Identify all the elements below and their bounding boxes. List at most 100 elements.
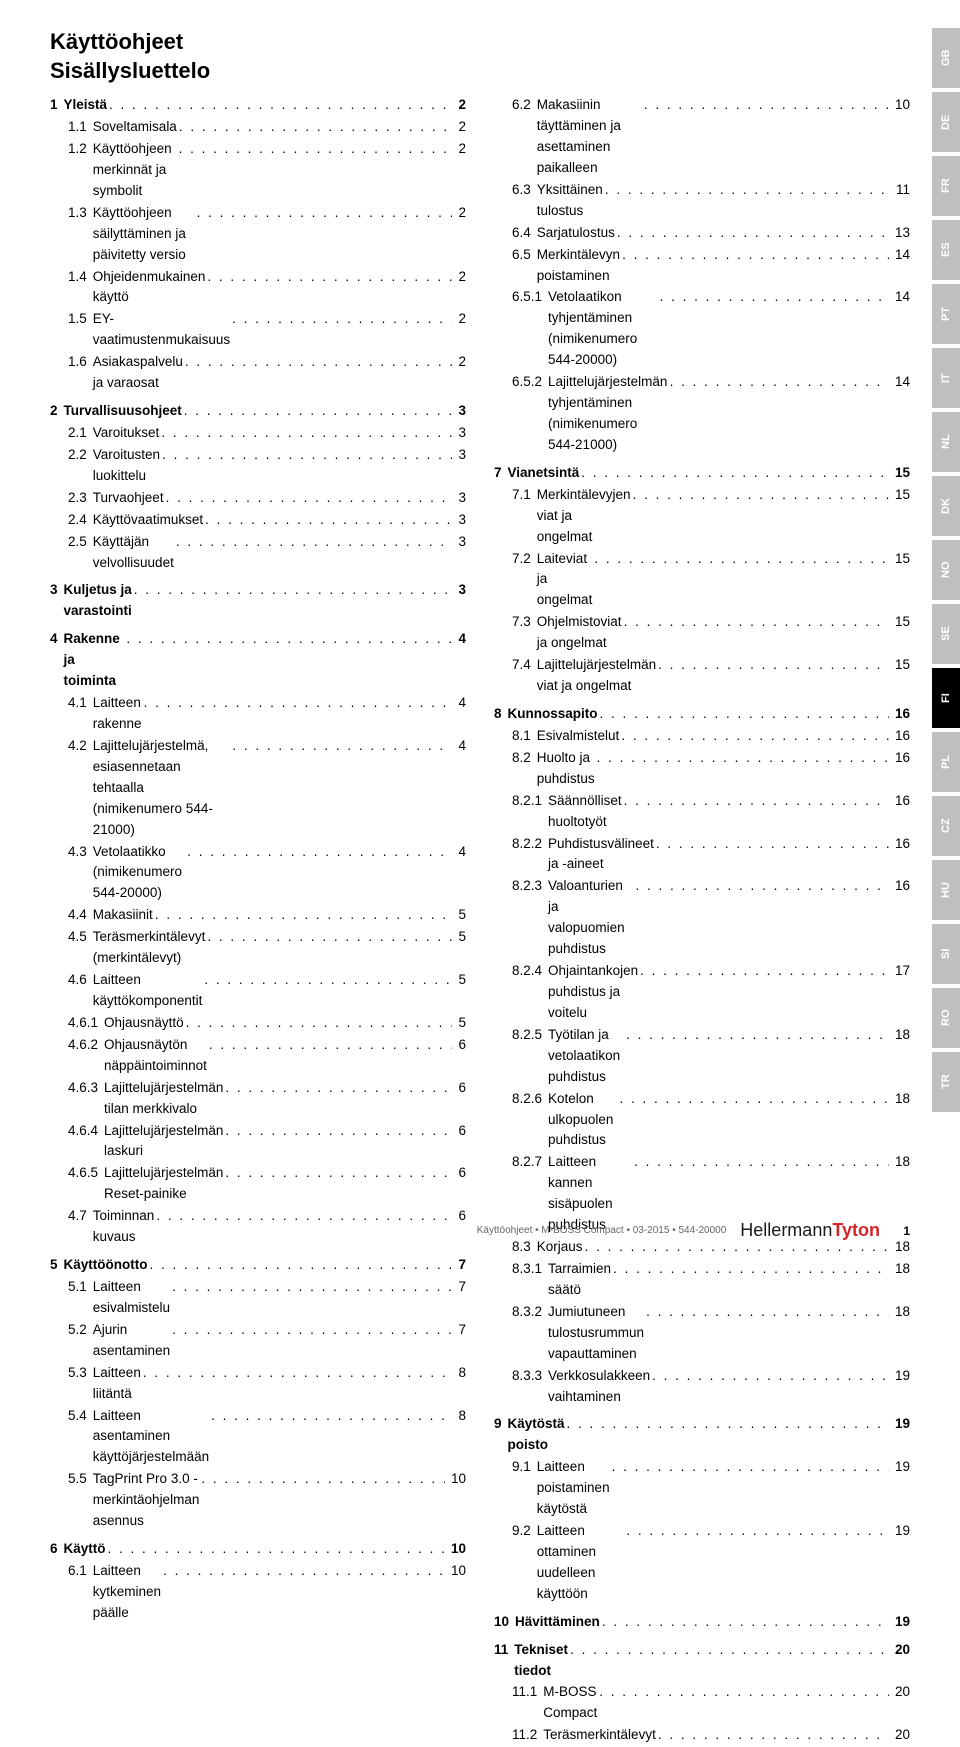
toc-entry[interactable]: 2.1Varoitukset. . . . . . . . . . . . . …: [50, 423, 466, 444]
toc-entry[interactable]: 5.2Ajurin asentaminen. . . . . . . . . .…: [50, 1320, 466, 1362]
toc-entry[interactable]: 8.3.1Tarraimien säätö. . . . . . . . . .…: [494, 1259, 910, 1301]
language-tab-hu[interactable]: HU: [932, 860, 960, 920]
toc-entry[interactable]: 9Käytöstä poisto. . . . . . . . . . . . …: [494, 1414, 910, 1456]
toc-entry[interactable]: 1.6Asiakaspalvelu ja varaosat. . . . . .…: [50, 352, 466, 394]
toc-entry[interactable]: 9.2Laitteen ottaminen uudelleen käyttöön…: [494, 1521, 910, 1605]
toc-entry[interactable]: 6.1Laitteen kytkeminen päälle. . . . . .…: [50, 1561, 466, 1624]
language-tab-de[interactable]: DE: [932, 92, 960, 152]
toc-entry[interactable]: 4.6.1Ohjausnäyttö. . . . . . . . . . . .…: [50, 1013, 466, 1034]
toc-entry[interactable]: 8.2.2Puhdistusvälineet ja -aineet. . . .…: [494, 834, 910, 876]
toc-text: Lajittelujärjestelmän tilan merkkivalo: [104, 1078, 223, 1120]
toc-entry[interactable]: 5.1Laitteen esivalmistelu. . . . . . . .…: [50, 1277, 466, 1319]
toc-entry[interactable]: 5Käyttöönotto. . . . . . . . . . . . . .…: [50, 1255, 466, 1276]
toc-entry[interactable]: 8.3.2Jumiutuneen tulostusrummun vapautta…: [494, 1302, 910, 1365]
toc-entry[interactable]: 4.6.2Ohjausnäytön näppäintoiminnot. . . …: [50, 1035, 466, 1077]
language-tab-no[interactable]: NO: [932, 540, 960, 600]
toc-entry[interactable]: 4.3Vetolaatikko (nimikenumero 544-20000)…: [50, 842, 466, 905]
toc-entry[interactable]: 2.2Varoitusten luokittelu. . . . . . . .…: [50, 445, 466, 487]
toc-number: 4.6.3: [68, 1078, 98, 1099]
toc-entry[interactable]: 8.2.6Kotelon ulkopuolen puhdistus. . . .…: [494, 1089, 910, 1152]
language-tab-es[interactable]: ES: [932, 220, 960, 280]
toc-page-number: 15: [895, 549, 910, 570]
toc-leader-dots: . . . . . . . . . . . . . . . . . . . . …: [605, 180, 890, 201]
toc-entry[interactable]: 1.3Käyttöohjeen säilyttäminen ja päivite…: [50, 203, 466, 266]
toc-page-number: 4: [458, 629, 466, 650]
toc-entry[interactable]: 4.2Lajittelujärjestelmä, esiasennetaan t…: [50, 736, 466, 841]
toc-entry[interactable]: 4.6.4Lajittelujärjestelmän laskuri. . . …: [50, 1121, 466, 1163]
toc-text: Laitteen asentaminen käyttöjärjestelmään: [93, 1406, 209, 1469]
toc-entry[interactable]: 5.4Laitteen asentaminen käyttöjärjestelm…: [50, 1406, 466, 1469]
toc-entry[interactable]: 11.1M-BOSS Compact. . . . . . . . . . . …: [494, 1682, 910, 1724]
toc-entry[interactable]: 6.5.2Lajittelujärjestelmän tyhjentäminen…: [494, 372, 910, 456]
toc-entry[interactable]: 1Yleistä. . . . . . . . . . . . . . . . …: [50, 95, 466, 116]
toc-entry[interactable]: 3Kuljetus ja varastointi. . . . . . . . …: [50, 580, 466, 622]
toc-entry[interactable]: 5.3Laitteen liitäntä. . . . . . . . . . …: [50, 1363, 466, 1405]
toc-entry[interactable]: 6.2Makasiinin täyttäminen ja asettaminen…: [494, 95, 910, 179]
toc-entry[interactable]: 8.3.3Verkkosulakkeen vaihtaminen. . . . …: [494, 1366, 910, 1408]
toc-entry[interactable]: 4.1Laitteen rakenne. . . . . . . . . . .…: [50, 693, 466, 735]
toc-entry[interactable]: 5.5TagPrint Pro 3.0 -merkintäohjelman as…: [50, 1469, 466, 1532]
toc-entry[interactable]: 2.4Käyttövaatimukset. . . . . . . . . . …: [50, 510, 466, 531]
toc-entry[interactable]: 2.5Käyttäjän velvollisuudet. . . . . . .…: [50, 532, 466, 574]
toc-entry[interactable]: 7.3Ohjelmistoviat ja ongelmat. . . . . .…: [494, 612, 910, 654]
toc-entry[interactable]: 8.2.4Ohjaintankojen puhdistus ja voitelu…: [494, 961, 910, 1024]
toc-entry[interactable]: 6.4Sarjatulostus. . . . . . . . . . . . …: [494, 223, 910, 244]
language-tab-dk[interactable]: DK: [932, 476, 960, 536]
toc-text: Teräsmerkintälevyt: [543, 1725, 656, 1746]
toc-entry[interactable]: 8Kunnossapito. . . . . . . . . . . . . .…: [494, 704, 910, 725]
toc-entry[interactable]: 6Käyttö. . . . . . . . . . . . . . . . .…: [50, 1539, 466, 1560]
toc-text: Vetolaatikon tyhjentäminen (nimikenumero…: [548, 287, 658, 371]
toc-column-right: 6.2Makasiinin täyttäminen ja asettaminen…: [494, 95, 910, 1747]
language-tab-nl[interactable]: NL: [932, 412, 960, 472]
toc-number: 8.2.4: [512, 961, 542, 982]
toc-entry[interactable]: 4.6Laitteen käyttökomponentit. . . . . .…: [50, 970, 466, 1012]
toc-entry[interactable]: 4.4Makasiinit. . . . . . . . . . . . . .…: [50, 905, 466, 926]
language-tab-si[interactable]: SI: [932, 924, 960, 984]
toc-entry[interactable]: 8.2.1Säännölliset huoltotyöt. . . . . . …: [494, 791, 910, 833]
language-tab-it[interactable]: IT: [932, 348, 960, 408]
toc-entry[interactable]: 4.6.5Lajittelujärjestelmän Reset-painike…: [50, 1163, 466, 1205]
toc-entry[interactable]: 2Turvallisuusohjeet. . . . . . . . . . .…: [50, 401, 466, 422]
toc-entry[interactable]: 4.5Teräsmerkintälevyt (merkintälevyt). .…: [50, 927, 466, 969]
toc-entry[interactable]: 7.2Laiteviat ja ongelmat. . . . . . . . …: [494, 549, 910, 612]
language-tab-pl[interactable]: PL: [932, 732, 960, 792]
toc-text: Käyttövaatimukset: [93, 510, 203, 531]
toc-entry[interactable]: 10Hävittäminen. . . . . . . . . . . . . …: [494, 1612, 910, 1633]
toc-entry[interactable]: 6.5.1Vetolaatikon tyhjentäminen (nimiken…: [494, 287, 910, 371]
toc-entry[interactable]: 8.2Huolto ja puhdistus. . . . . . . . . …: [494, 748, 910, 790]
toc-text: Verkkosulakkeen vaihtaminen: [548, 1366, 650, 1408]
toc-text: Hävittäminen: [515, 1612, 600, 1633]
toc-leader-dots: . . . . . . . . . . . . . . . . . . . . …: [172, 1320, 452, 1341]
toc-entry[interactable]: 2.3Turvaohjeet. . . . . . . . . . . . . …: [50, 488, 466, 509]
language-tab-cz[interactable]: CZ: [932, 796, 960, 856]
toc-entry[interactable]: 8.2.5Työtilan ja vetolaatikon puhdistus.…: [494, 1025, 910, 1088]
language-tab-ro[interactable]: RO: [932, 988, 960, 1048]
toc-text: Puhdistusvälineet ja -aineet: [548, 834, 654, 876]
footer-meta: Käyttöohjeet • M-BOSS Compact • 03-2015 …: [50, 1225, 740, 1236]
toc-entry[interactable]: 1.5EY-vaatimustenmukaisuus. . . . . . . …: [50, 309, 466, 351]
language-tab-tr[interactable]: TR: [932, 1052, 960, 1112]
toc-entry[interactable]: 4Rakenne ja toiminta. . . . . . . . . . …: [50, 629, 466, 692]
toc-entry[interactable]: 1.4Ohjeidenmukainen käyttö. . . . . . . …: [50, 267, 466, 309]
toc-number: 4.5: [68, 927, 87, 948]
toc-entry[interactable]: 6.5Merkintälevyn poistaminen. . . . . . …: [494, 245, 910, 287]
language-tab-gb[interactable]: GB: [932, 28, 960, 88]
toc-page-number: 6: [458, 1121, 466, 1142]
toc-entry[interactable]: 11.2Teräsmerkintälevyt. . . . . . . . . …: [494, 1725, 910, 1746]
language-tab-fr[interactable]: FR: [932, 156, 960, 216]
language-tab-fi[interactable]: FI: [932, 668, 960, 728]
toc-entry[interactable]: 11Tekniset tiedot. . . . . . . . . . . .…: [494, 1640, 910, 1682]
toc-entry[interactable]: 7.1Merkintälevyjen viat ja ongelmat. . .…: [494, 485, 910, 548]
toc-entry[interactable]: 1.2Käyttöohjeen merkinnät ja symbolit. .…: [50, 139, 466, 202]
language-tab-pt[interactable]: PT: [932, 284, 960, 344]
toc-entry[interactable]: 9.1Laitteen poistaminen käytöstä. . . . …: [494, 1457, 910, 1520]
toc-entry[interactable]: 4.6.3 Lajittelujärjestelmän tilan merkkiv…: [50, 1078, 466, 1120]
toc-entry[interactable]: 7.4Lajittelujärjestelmän viat ja ongelma…: [494, 655, 910, 697]
language-tab-se[interactable]: SE: [932, 604, 960, 664]
toc-leader-dots: . . . . . . . . . . . . . . . . . . . . …: [155, 905, 453, 926]
toc-entry[interactable]: 7Vianetsintä. . . . . . . . . . . . . . …: [494, 463, 910, 484]
toc-entry[interactable]: 8.1Esivalmistelut. . . . . . . . . . . .…: [494, 726, 910, 747]
toc-entry[interactable]: 8.2.3Valoanturien ja valopuomien puhdist…: [494, 876, 910, 960]
toc-entry[interactable]: 6.3Yksittäinen tulostus. . . . . . . . .…: [494, 180, 910, 222]
toc-entry[interactable]: 1.1Soveltamisala. . . . . . . . . . . . …: [50, 117, 466, 138]
